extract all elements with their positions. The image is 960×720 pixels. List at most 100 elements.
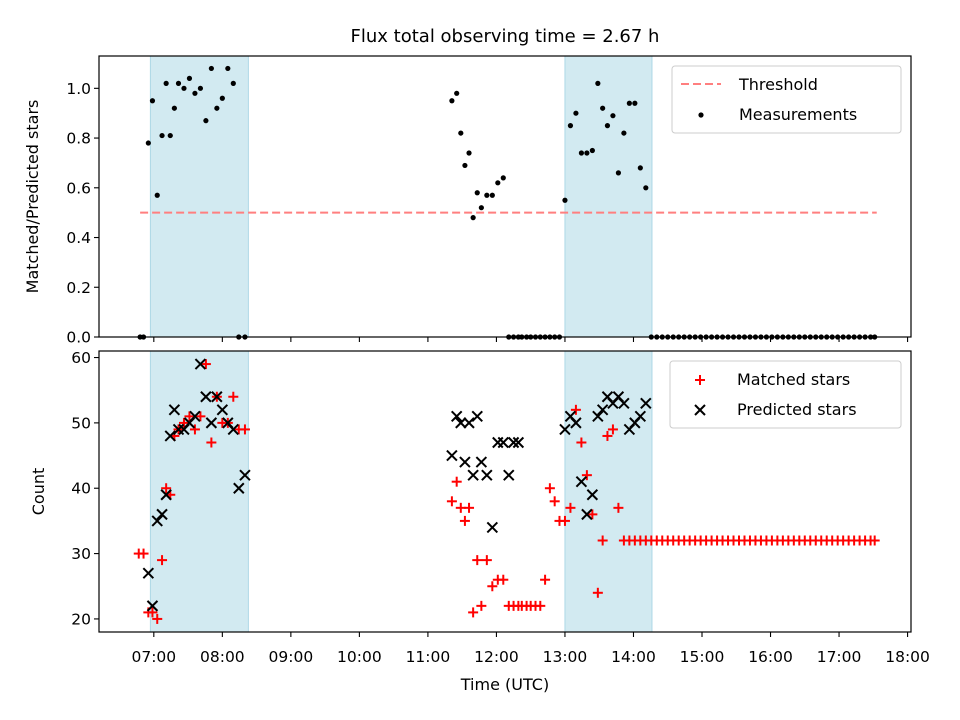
bottom-x-tick-label: 07:00 — [131, 648, 176, 666]
matched-point — [607, 424, 618, 435]
predicted-point-b — [497, 436, 509, 449]
bottom-x-tick-label: 15:00 — [680, 648, 725, 666]
top-legend-box — [671, 65, 902, 134]
measurement-point — [167, 132, 173, 139]
matched-point — [869, 535, 880, 546]
predicted-point-b — [559, 423, 571, 436]
matched-point — [157, 555, 168, 566]
predicted-point — [640, 397, 652, 409]
bottom-x-tick-label: 10:00 — [337, 648, 382, 666]
predicted-point-b — [455, 417, 467, 429]
predicted-point-b — [640, 397, 652, 409]
top-y-tick-label: 0.6 — [66, 179, 91, 197]
measurement-point — [145, 140, 151, 146]
predicted-point — [559, 423, 571, 436]
legend-matched-swatch — [695, 375, 705, 385]
predicted-point — [205, 417, 218, 429]
predicted-point-b — [160, 489, 172, 501]
top-y-axis-label: Matched/Predicted stars — [23, 100, 42, 294]
measurement-point — [567, 123, 574, 129]
top-y-tick-label: 0.4 — [66, 229, 91, 247]
matched-point — [487, 581, 498, 592]
bottom-y-axis-label: Count — [29, 468, 48, 516]
predicted-point — [239, 469, 251, 481]
predicted-point — [233, 482, 245, 494]
matched-point — [535, 600, 546, 611]
matched-point — [476, 600, 487, 611]
predicted-point-b — [467, 469, 479, 481]
top-legend: Threshold Measurements — [671, 65, 902, 134]
predicted-point-b — [450, 410, 463, 423]
chart-title: Flux total observing time = 2.67 h — [351, 26, 660, 47]
matched-point — [459, 515, 470, 526]
top-band-1 — [564, 56, 652, 337]
predicted-point — [142, 567, 155, 579]
matched-point — [613, 502, 624, 513]
matched-point — [540, 574, 551, 585]
predicted-point-b — [211, 391, 223, 403]
predicted-point — [507, 436, 520, 449]
matched-point — [565, 502, 576, 513]
predicted-point-b — [612, 391, 625, 403]
measurement-point — [225, 65, 231, 72]
matched-point — [184, 411, 195, 422]
predicted-point — [450, 410, 463, 423]
predicted-point-b — [459, 456, 471, 468]
measurement-point — [595, 80, 601, 86]
predicted-point — [581, 508, 593, 521]
top-observing-bands — [149, 56, 653, 337]
predicted-point-b — [194, 358, 207, 370]
predicted-point — [463, 417, 475, 429]
matched-point — [549, 496, 560, 507]
bottom-x-tick-label: 16:00 — [748, 648, 793, 666]
predicted-point-b — [463, 417, 475, 429]
predicted-stars-points — [142, 358, 652, 612]
top-y-tick-label: 0.8 — [66, 130, 91, 148]
predicted-point-b — [189, 410, 201, 423]
predicted-point — [216, 404, 229, 416]
predicted-point — [618, 397, 630, 409]
top-panel: 0.0 0.2 0.4 0.6 0.8 1.0 Matched/Predicted sta… — [23, 55, 912, 347]
predicted-point — [503, 469, 515, 481]
predicted-point-b — [446, 449, 458, 462]
measurement-point — [626, 100, 632, 106]
predicted-point — [194, 358, 207, 370]
measurement-point — [163, 80, 169, 86]
measurement-point — [632, 100, 638, 106]
predicted-point — [475, 456, 488, 468]
predicted-point-b — [233, 482, 245, 494]
predicted-point-b — [222, 417, 234, 429]
predicted-point — [211, 391, 223, 403]
bottom-panel: 20 30 40 50 60 07:00 08:00 09:00 10:00 11:00 12:0… — [29, 349, 930, 694]
predicted-point — [486, 521, 499, 534]
measurement-point — [462, 162, 468, 169]
bottom-y-tick-label: 50 — [71, 414, 91, 432]
predicted-point — [160, 489, 172, 501]
bottom-x-tick-label: 11:00 — [406, 648, 451, 666]
matched-point — [498, 574, 509, 585]
measurement-point — [203, 118, 209, 124]
measurement-point — [154, 192, 160, 198]
top-axes-frame — [98, 55, 912, 338]
bottom-band-1 — [564, 351, 652, 632]
measurement-point — [562, 197, 568, 203]
measurement-point — [489, 192, 495, 198]
top-band-0 — [150, 56, 249, 337]
predicted-point — [227, 423, 240, 436]
matched-point — [161, 483, 172, 494]
bottom-x-tick-label: 14:00 — [611, 648, 656, 666]
predicted-point-b — [581, 508, 593, 521]
bottom-y-ticks: 20 30 40 50 60 — [71, 349, 99, 628]
measurement-point — [589, 147, 595, 154]
measurement-point — [466, 150, 472, 156]
predicted-point-b — [205, 417, 218, 429]
measurement-point — [219, 95, 225, 101]
measurement-point — [637, 165, 643, 171]
predicted-point-b — [156, 508, 168, 521]
matched-point — [189, 424, 200, 435]
predicted-point-b — [503, 469, 515, 481]
measurement-point — [604, 123, 611, 129]
matched-point — [239, 424, 250, 435]
matched-point — [200, 359, 211, 370]
predicted-point — [481, 469, 493, 481]
